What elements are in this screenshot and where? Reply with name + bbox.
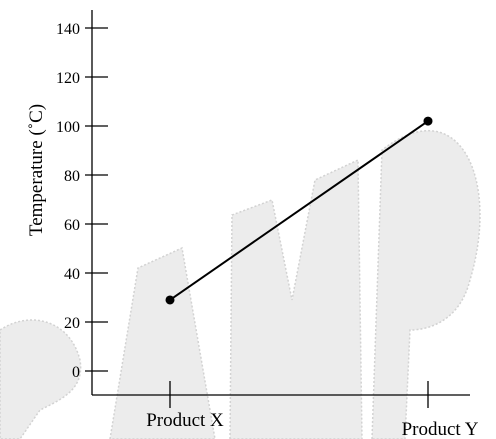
y-tick-label-80: 80: [64, 168, 80, 185]
watermark: [0, 129, 481, 439]
x-label-product-y: Product Y: [402, 419, 479, 439]
y-tick-label-120: 120: [56, 70, 80, 87]
series-line-0: [169, 120, 429, 301]
data-point-product-x: [165, 295, 175, 305]
y-tick-label-140: 140: [56, 21, 80, 38]
watermark-letter-s: [0, 319, 82, 439]
y-tick-label-20: 20: [64, 315, 80, 332]
y-tick-label-0: 0: [72, 364, 80, 381]
x-label-product-x: Product X: [146, 410, 224, 431]
watermark-letter-a: [109, 246, 216, 439]
y-axis-title: Temperature (˚C): [26, 104, 47, 236]
series: [165, 116, 433, 305]
y-tick-label-60: 60: [64, 217, 80, 234]
y-ticks: 0 20 40 60 80 100 120 140: [56, 21, 108, 381]
watermark-letter-m: [229, 158, 363, 439]
watermark-letter-p: [371, 129, 481, 439]
y-tick-label-40: 40: [64, 266, 80, 283]
data-point-product-y: [423, 116, 433, 126]
y-tick-label-100: 100: [56, 119, 80, 136]
